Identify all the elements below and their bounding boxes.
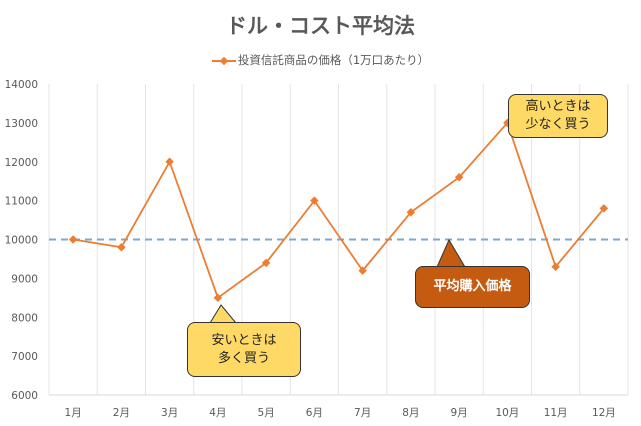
x-tick-label: 9月 xyxy=(451,407,468,419)
y-tick-label: 14000 xyxy=(5,79,38,91)
annotation-high: 高いときは少なく買う xyxy=(508,94,608,138)
y-tick-label: 13000 xyxy=(5,118,38,130)
annotation-low: 安いときは 多く買う xyxy=(187,322,301,377)
y-tick-label: 7000 xyxy=(11,351,38,363)
annotation-average: 平均購入価格 xyxy=(415,266,530,308)
x-tick-label: 10月 xyxy=(495,407,519,419)
series-line xyxy=(72,121,605,300)
x-tick-label: 8月 xyxy=(402,407,419,419)
annotation-low-line1: 安いときは xyxy=(211,332,277,348)
x-tick-label: 5月 xyxy=(258,407,275,419)
annotation-average-text: 平均購入価格 xyxy=(433,279,512,294)
x-tick-label: 2月 xyxy=(113,407,130,419)
y-tick-label: 10000 xyxy=(5,235,38,247)
annotation-high-line2: 少なく買う xyxy=(525,117,591,132)
x-tick-label: 1月 xyxy=(65,407,82,419)
data-point xyxy=(310,196,319,205)
data-point xyxy=(68,235,78,244)
annotation-low-pointer xyxy=(209,304,238,324)
annotation-average-pointer xyxy=(436,238,466,268)
y-tick-label: 12000 xyxy=(5,157,38,169)
x-tick-label: 7月 xyxy=(354,407,371,419)
x-tick-label: 3月 xyxy=(161,407,178,419)
data-point xyxy=(358,266,367,275)
data-point xyxy=(165,157,174,166)
legend-label: 投資信託商品の価格（1万口あたり） xyxy=(237,53,430,67)
chart-title: ドル・コスト平均法 xyxy=(226,14,415,38)
data-point xyxy=(406,208,416,217)
y-tick-label: 6000 xyxy=(11,390,38,402)
data-point xyxy=(454,173,464,182)
y-tick-label: 9000 xyxy=(11,273,38,285)
y-tick-label: 8000 xyxy=(11,312,38,324)
data-point xyxy=(117,243,126,252)
x-tick-label: 4月 xyxy=(209,407,226,419)
x-tick-label: 6月 xyxy=(306,407,323,419)
annotation-low-line2: 多く買う xyxy=(217,350,270,366)
data-point xyxy=(261,258,271,268)
legend-series-marker-icon xyxy=(211,56,236,65)
x-tick-label: 11月 xyxy=(544,407,568,419)
annotation-high-line1: 高いときは xyxy=(525,99,591,114)
legend: 投資信託商品の価格（1万口あたり） xyxy=(0,52,641,68)
data-point xyxy=(213,293,223,303)
y-tick-label: 11000 xyxy=(5,196,38,208)
x-tick-label: 12月 xyxy=(592,407,616,419)
data-point xyxy=(551,262,560,271)
